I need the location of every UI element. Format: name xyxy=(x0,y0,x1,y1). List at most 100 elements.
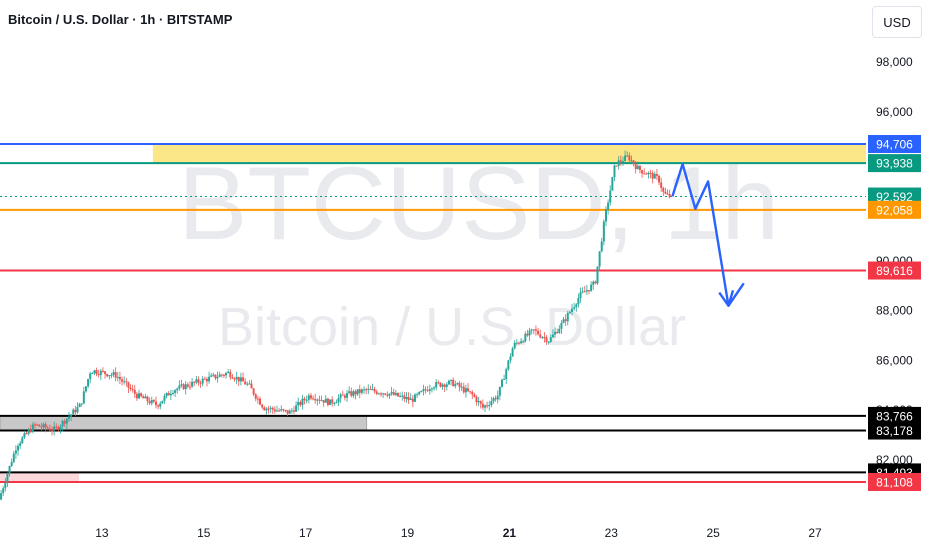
candle-body xyxy=(363,389,366,391)
candle-body xyxy=(581,291,584,293)
candle-body xyxy=(8,466,11,475)
candle-body xyxy=(275,410,278,412)
candle-body xyxy=(163,396,166,401)
candle-body xyxy=(630,160,633,162)
candle-body xyxy=(439,382,442,387)
candle-body xyxy=(511,348,514,357)
candle-body xyxy=(197,379,200,383)
candle-body xyxy=(464,388,467,393)
candle-body xyxy=(422,389,425,392)
price-label: 94,706 xyxy=(876,138,913,152)
candle-body xyxy=(666,193,669,195)
candle-body xyxy=(592,281,595,285)
candle-body xyxy=(191,381,194,387)
candle-body xyxy=(653,173,656,179)
candle-body xyxy=(471,391,474,395)
price-label: 89,616 xyxy=(876,264,913,278)
candle-body xyxy=(295,405,298,412)
candle-body xyxy=(112,372,115,375)
candle-body xyxy=(428,389,431,391)
candle-body xyxy=(628,155,631,161)
candle-body xyxy=(65,418,68,424)
candle-body xyxy=(301,398,304,405)
price-label: 83,766 xyxy=(876,409,913,423)
candle-body xyxy=(407,397,410,400)
candle-body xyxy=(114,372,117,378)
candle-body xyxy=(382,393,385,395)
candle-body xyxy=(365,389,368,391)
candle-body xyxy=(526,333,529,336)
candle-body xyxy=(632,160,635,165)
candle-body xyxy=(515,342,518,344)
candle-body xyxy=(171,392,174,394)
candle-body xyxy=(129,387,132,390)
candle-body xyxy=(127,382,130,388)
candle-body xyxy=(615,165,618,167)
candle-body xyxy=(42,424,45,428)
candle-body xyxy=(34,424,37,426)
candle-body xyxy=(101,370,104,372)
candle-body xyxy=(242,377,245,382)
candle-body xyxy=(118,376,121,380)
x-tick-label: 15 xyxy=(197,526,211,540)
candle-body xyxy=(588,290,591,292)
candle-body xyxy=(10,462,13,467)
candle-body xyxy=(106,374,109,377)
price-label-box xyxy=(868,200,921,219)
candle-body xyxy=(144,396,147,399)
candle-body xyxy=(607,202,610,210)
candle-body xyxy=(609,190,612,203)
candle-body xyxy=(146,396,149,402)
candle-body xyxy=(350,391,353,396)
candle-body xyxy=(658,175,661,183)
candle-body xyxy=(401,395,404,397)
candle-body xyxy=(4,482,7,489)
candle-body xyxy=(220,374,223,376)
candle-body xyxy=(46,427,49,429)
candle-body xyxy=(237,376,240,382)
candle-body xyxy=(70,414,73,417)
candle-body xyxy=(269,407,272,409)
candle-body xyxy=(180,384,183,386)
candle-body xyxy=(460,386,463,388)
candle-body xyxy=(479,401,482,404)
candle-body xyxy=(284,409,287,411)
candle-body xyxy=(252,388,255,395)
candle-body xyxy=(87,379,90,387)
candle-body xyxy=(261,404,264,408)
candle-body xyxy=(500,379,503,387)
candle-body xyxy=(176,388,179,391)
candle-body xyxy=(534,329,537,331)
candle-body xyxy=(346,393,349,398)
candle-body xyxy=(135,393,138,399)
candle-body xyxy=(256,398,259,400)
candle-body xyxy=(379,393,382,395)
candle-body xyxy=(634,164,637,170)
candle-body xyxy=(235,376,238,380)
candle-body xyxy=(613,165,616,178)
candle-body xyxy=(116,376,119,378)
x-tick-label: 23 xyxy=(605,526,619,540)
candle-body xyxy=(184,384,187,390)
candle-body xyxy=(17,445,20,451)
candle-body xyxy=(549,337,552,342)
candle-body xyxy=(76,406,79,413)
candle-body xyxy=(638,165,641,171)
candle-body xyxy=(426,390,429,392)
price-label: 92,592 xyxy=(876,190,913,204)
candle-body xyxy=(392,392,395,395)
x-tick-label: 25 xyxy=(706,526,720,540)
candle-body xyxy=(292,410,295,412)
candle-body xyxy=(643,173,646,175)
candle-body xyxy=(611,177,614,191)
candle-body xyxy=(201,378,204,384)
candle-body xyxy=(246,383,249,385)
candle-body xyxy=(205,378,208,382)
candle-body xyxy=(31,424,34,432)
currency-button[interactable]: USD xyxy=(872,6,922,38)
candle-body xyxy=(318,399,321,401)
candle-body xyxy=(596,266,599,284)
candle-body xyxy=(133,389,136,394)
candle-body xyxy=(57,427,60,430)
